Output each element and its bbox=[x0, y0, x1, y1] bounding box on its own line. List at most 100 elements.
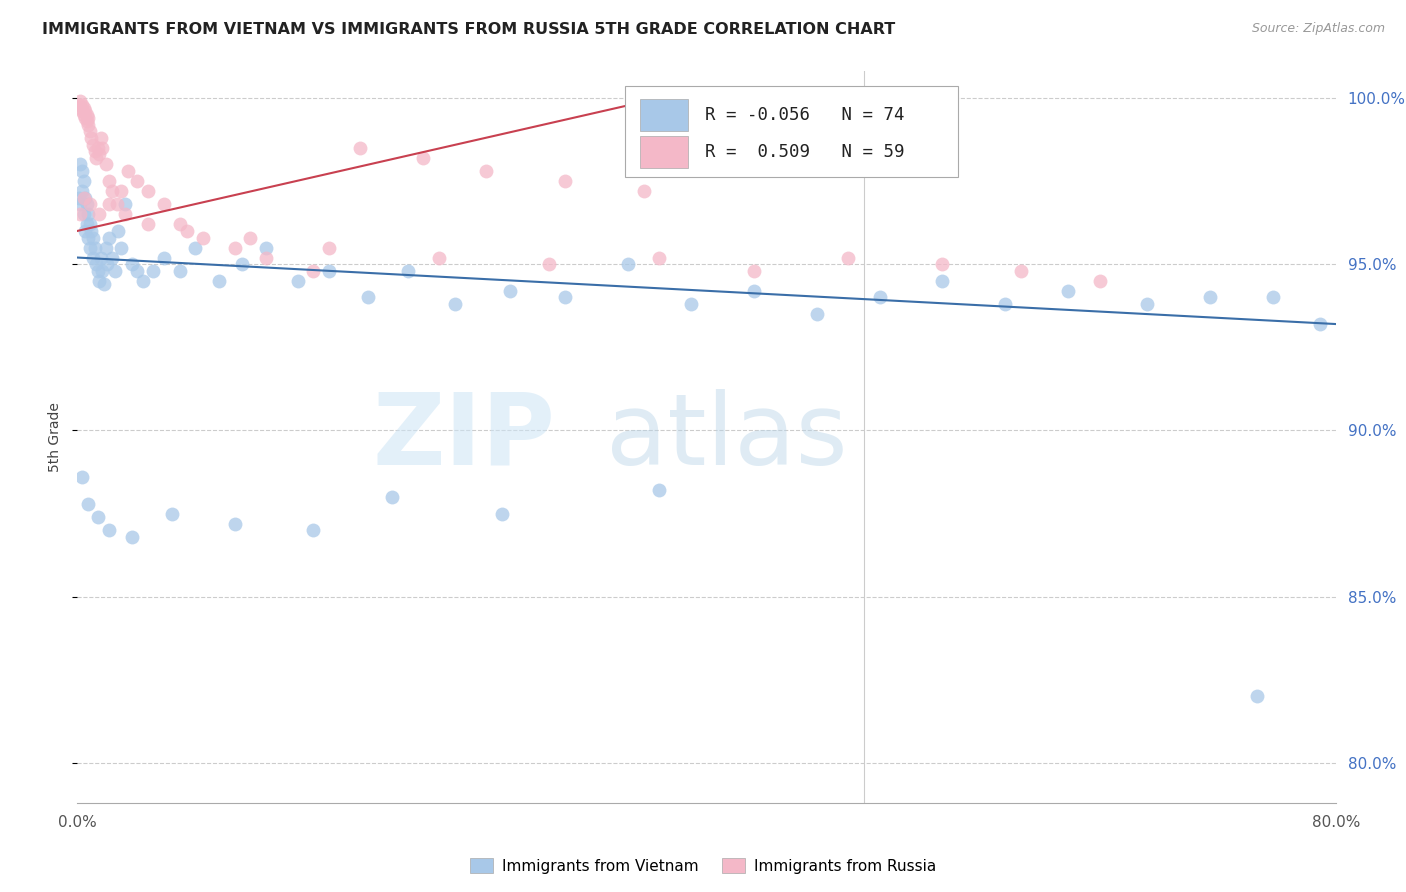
Point bbox=[79, 217, 101, 231]
Point bbox=[82, 137, 104, 152]
Point bbox=[1309, 317, 1331, 331]
Point bbox=[184, 241, 207, 255]
Point bbox=[83, 144, 105, 158]
Point bbox=[94, 241, 117, 255]
Point bbox=[84, 151, 107, 165]
Point bbox=[97, 230, 120, 244]
Point bbox=[79, 241, 101, 255]
Point bbox=[110, 184, 132, 198]
Point bbox=[89, 207, 111, 221]
Point bbox=[87, 264, 110, 278]
Point bbox=[75, 224, 97, 238]
Point bbox=[77, 207, 100, 221]
Text: Source: ZipAtlas.com: Source: ZipAtlas.com bbox=[1251, 22, 1385, 36]
Point bbox=[97, 174, 120, 188]
Point bbox=[75, 104, 97, 119]
Point bbox=[475, 164, 498, 178]
Point bbox=[105, 197, 128, 211]
Text: atlas: atlas bbox=[606, 389, 848, 485]
Legend: Immigrants from Vietnam, Immigrants from Russia: Immigrants from Vietnam, Immigrants from… bbox=[464, 852, 942, 880]
Point bbox=[96, 257, 118, 271]
Point bbox=[89, 147, 111, 161]
Point bbox=[70, 97, 93, 112]
Point bbox=[77, 230, 100, 244]
Point bbox=[169, 264, 191, 278]
Point bbox=[349, 141, 371, 155]
Point bbox=[318, 241, 340, 255]
Point bbox=[70, 184, 93, 198]
Point bbox=[1057, 284, 1080, 298]
Point bbox=[67, 191, 90, 205]
Point bbox=[76, 197, 98, 211]
Point bbox=[224, 516, 246, 531]
Point bbox=[69, 197, 91, 211]
Bar bbox=[640, 99, 688, 131]
Point bbox=[67, 97, 90, 112]
Point bbox=[302, 264, 325, 278]
Point bbox=[77, 111, 100, 125]
Point bbox=[381, 490, 404, 504]
Point bbox=[93, 277, 115, 292]
Point bbox=[69, 157, 91, 171]
Point bbox=[254, 241, 277, 255]
Point bbox=[127, 174, 149, 188]
Point bbox=[72, 191, 94, 205]
Point bbox=[76, 107, 98, 121]
Point bbox=[110, 241, 132, 255]
Point bbox=[239, 230, 262, 244]
Point bbox=[169, 217, 191, 231]
Point bbox=[679, 297, 702, 311]
Point bbox=[554, 174, 576, 188]
Point bbox=[76, 217, 98, 231]
Point bbox=[114, 197, 136, 211]
Point bbox=[121, 257, 143, 271]
Point bbox=[302, 523, 325, 537]
Point bbox=[104, 264, 127, 278]
Bar bbox=[640, 136, 688, 168]
Y-axis label: 5th Grade: 5th Grade bbox=[48, 402, 62, 472]
Point bbox=[87, 509, 110, 524]
Point bbox=[91, 264, 114, 278]
Point bbox=[101, 184, 124, 198]
Point bbox=[1246, 690, 1268, 704]
Point bbox=[160, 507, 183, 521]
Point bbox=[75, 191, 97, 205]
Point bbox=[994, 297, 1017, 311]
Point bbox=[69, 101, 91, 115]
Point bbox=[75, 111, 97, 125]
Point bbox=[70, 104, 93, 119]
Point bbox=[72, 207, 94, 221]
Point bbox=[412, 151, 434, 165]
Point bbox=[72, 107, 94, 121]
FancyBboxPatch shape bbox=[624, 86, 959, 178]
Text: R =  0.509   N = 59: R = 0.509 N = 59 bbox=[706, 143, 904, 161]
Point bbox=[77, 118, 100, 132]
Point bbox=[208, 274, 231, 288]
Point bbox=[94, 157, 117, 171]
Point bbox=[396, 264, 419, 278]
Point bbox=[931, 274, 953, 288]
Point bbox=[114, 207, 136, 221]
Point bbox=[72, 101, 94, 115]
Point bbox=[70, 470, 93, 484]
Point bbox=[91, 141, 114, 155]
Point bbox=[101, 251, 124, 265]
Point bbox=[153, 251, 176, 265]
Point bbox=[633, 184, 655, 198]
Point bbox=[127, 264, 149, 278]
Point bbox=[72, 174, 94, 188]
Point bbox=[82, 230, 104, 244]
Point bbox=[1261, 290, 1284, 304]
Point bbox=[107, 224, 129, 238]
Point bbox=[287, 274, 309, 288]
Point bbox=[538, 257, 561, 271]
Point bbox=[84, 257, 107, 271]
Point bbox=[554, 290, 576, 304]
Point bbox=[142, 264, 165, 278]
Point bbox=[931, 257, 953, 271]
Point bbox=[499, 284, 522, 298]
Point bbox=[254, 251, 277, 265]
Point bbox=[136, 184, 159, 198]
Point bbox=[444, 297, 467, 311]
Point bbox=[1199, 290, 1222, 304]
